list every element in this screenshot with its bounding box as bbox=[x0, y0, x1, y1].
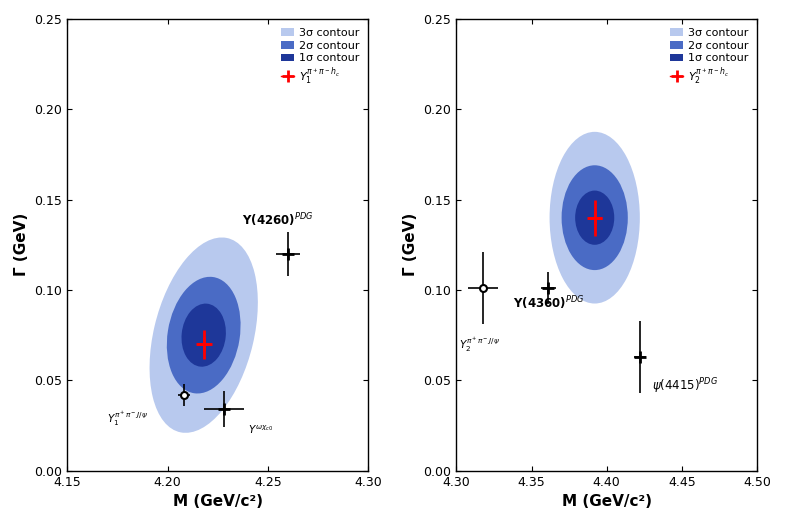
Y-axis label: Γ (GeV): Γ (GeV) bbox=[403, 213, 418, 277]
X-axis label: M (GeV/c²): M (GeV/c²) bbox=[562, 494, 652, 509]
Ellipse shape bbox=[167, 277, 240, 393]
Ellipse shape bbox=[575, 190, 614, 245]
Text: $\psi(4415)^{PDG}$: $\psi(4415)^{PDG}$ bbox=[652, 377, 718, 396]
Y-axis label: Γ (GeV): Γ (GeV) bbox=[14, 213, 29, 277]
Text: Y(4360)$^{PDG}$: Y(4360)$^{PDG}$ bbox=[513, 294, 585, 312]
Ellipse shape bbox=[561, 165, 628, 270]
Text: $Y_2^{\pi^+\pi^- J/\psi}$: $Y_2^{\pi^+\pi^- J/\psi}$ bbox=[459, 335, 500, 354]
Text: $Y_1^{\pi^+\pi^- J/\psi}$: $Y_1^{\pi^+\pi^- J/\psi}$ bbox=[108, 410, 148, 428]
Legend: 3σ contour, 2σ contour, 1σ contour, $Y_1^{\pi^+\pi^- h_c}$: 3σ contour, 2σ contour, 1σ contour, $Y_1… bbox=[278, 25, 363, 89]
Text: $Y^{\omega\chi_{c0}}$: $Y^{\omega\chi_{c0}}$ bbox=[248, 424, 273, 436]
Ellipse shape bbox=[181, 303, 226, 367]
Legend: 3σ contour, 2σ contour, 1σ contour, $Y_2^{\pi^+\pi^- h_c}$: 3σ contour, 2σ contour, 1σ contour, $Y_2… bbox=[666, 25, 751, 89]
X-axis label: M (GeV/c²): M (GeV/c²) bbox=[173, 494, 263, 509]
Text: Y(4260)$^{PDG}$: Y(4260)$^{PDG}$ bbox=[242, 211, 313, 229]
Ellipse shape bbox=[150, 237, 257, 433]
Ellipse shape bbox=[550, 132, 640, 303]
